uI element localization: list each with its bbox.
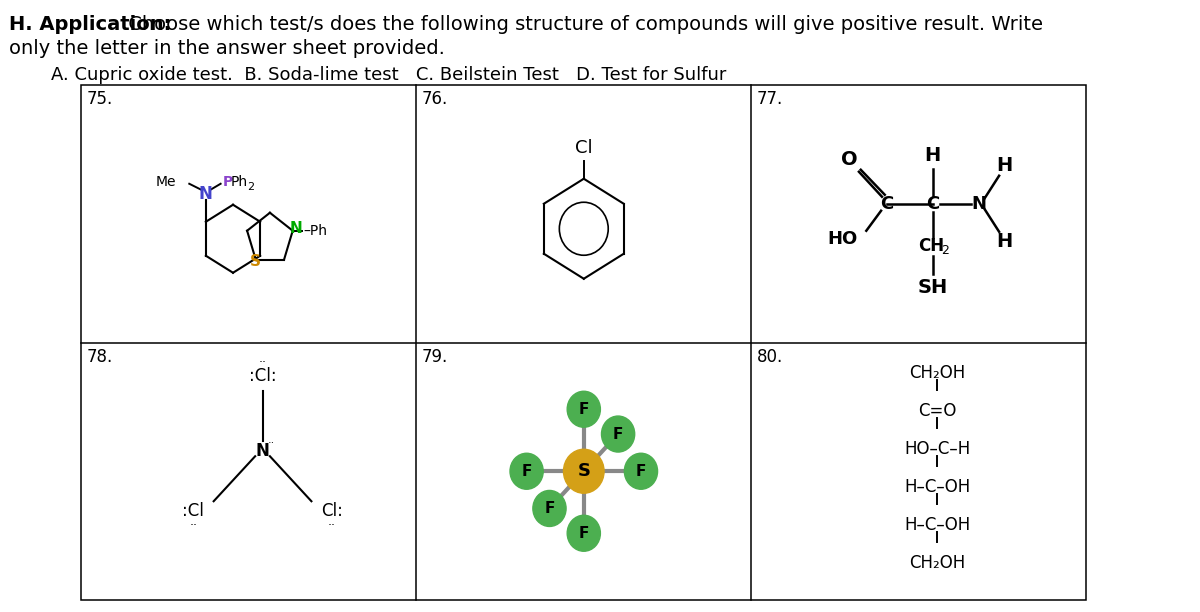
Circle shape xyxy=(510,453,544,489)
Text: C: C xyxy=(926,195,940,213)
Text: 75.: 75. xyxy=(86,90,113,108)
Bar xyxy=(82,85,1086,600)
Text: Ph: Ph xyxy=(230,175,248,188)
Text: :Cl: :Cl xyxy=(182,502,204,520)
Text: S: S xyxy=(577,462,590,480)
Text: H–C–OH: H–C–OH xyxy=(904,517,971,534)
Text: Cl: Cl xyxy=(575,139,593,157)
Circle shape xyxy=(568,391,600,427)
Circle shape xyxy=(568,515,600,551)
Text: C=O: C=O xyxy=(918,403,956,420)
Text: ··: ·· xyxy=(258,356,266,369)
Text: N: N xyxy=(971,195,986,213)
Text: S: S xyxy=(251,254,262,269)
Text: ··: ·· xyxy=(190,519,197,532)
Text: 80.: 80. xyxy=(757,348,784,365)
Text: :Cl:: :Cl: xyxy=(248,367,276,385)
Text: N: N xyxy=(290,221,302,236)
Text: O: O xyxy=(841,151,858,170)
Text: F: F xyxy=(578,526,589,541)
Text: –Ph: –Ph xyxy=(304,224,328,237)
Circle shape xyxy=(601,416,635,452)
Text: P: P xyxy=(222,175,233,188)
Circle shape xyxy=(624,453,658,489)
Text: H: H xyxy=(924,146,941,165)
Text: N: N xyxy=(199,185,212,203)
Text: C: C xyxy=(880,195,893,213)
Text: HO–C–H: HO–C–H xyxy=(904,441,971,458)
Text: Choose which test/s does the following structure of compounds will give positive: Choose which test/s does the following s… xyxy=(121,15,1043,34)
Text: F: F xyxy=(522,464,532,479)
Text: ··: ·· xyxy=(268,438,275,448)
Text: Cl:: Cl: xyxy=(320,502,343,520)
Text: HO: HO xyxy=(827,230,858,248)
Text: only the letter in the answer sheet provided.: only the letter in the answer sheet prov… xyxy=(10,39,445,58)
Text: H–C–OH: H–C–OH xyxy=(904,479,971,496)
Text: Me: Me xyxy=(156,175,176,188)
Text: 77.: 77. xyxy=(757,90,784,108)
Text: 2: 2 xyxy=(941,244,949,257)
Text: A. Cupric oxide test.  B. Soda-lime test   C. Beilstein Test   D. Test for Sulfu: A. Cupric oxide test. B. Soda-lime test … xyxy=(50,66,726,84)
Text: 78.: 78. xyxy=(86,348,113,365)
Text: CH₂OH: CH₂OH xyxy=(910,554,966,572)
Circle shape xyxy=(533,490,566,526)
Text: H: H xyxy=(996,156,1013,175)
Text: CH: CH xyxy=(918,237,944,255)
Text: F: F xyxy=(613,427,623,441)
Text: CH₂OH: CH₂OH xyxy=(910,365,966,382)
Text: 79.: 79. xyxy=(421,348,448,365)
Text: 2: 2 xyxy=(247,182,254,192)
Text: H. Application:: H. Application: xyxy=(10,15,172,34)
Text: F: F xyxy=(636,464,646,479)
Text: 76.: 76. xyxy=(421,90,448,108)
Text: F: F xyxy=(578,401,589,417)
Circle shape xyxy=(564,449,604,493)
Text: F: F xyxy=(545,501,554,516)
Text: H: H xyxy=(996,232,1013,252)
Text: SH: SH xyxy=(918,278,948,297)
Text: N: N xyxy=(256,442,270,460)
Text: ··: ·· xyxy=(328,519,336,532)
